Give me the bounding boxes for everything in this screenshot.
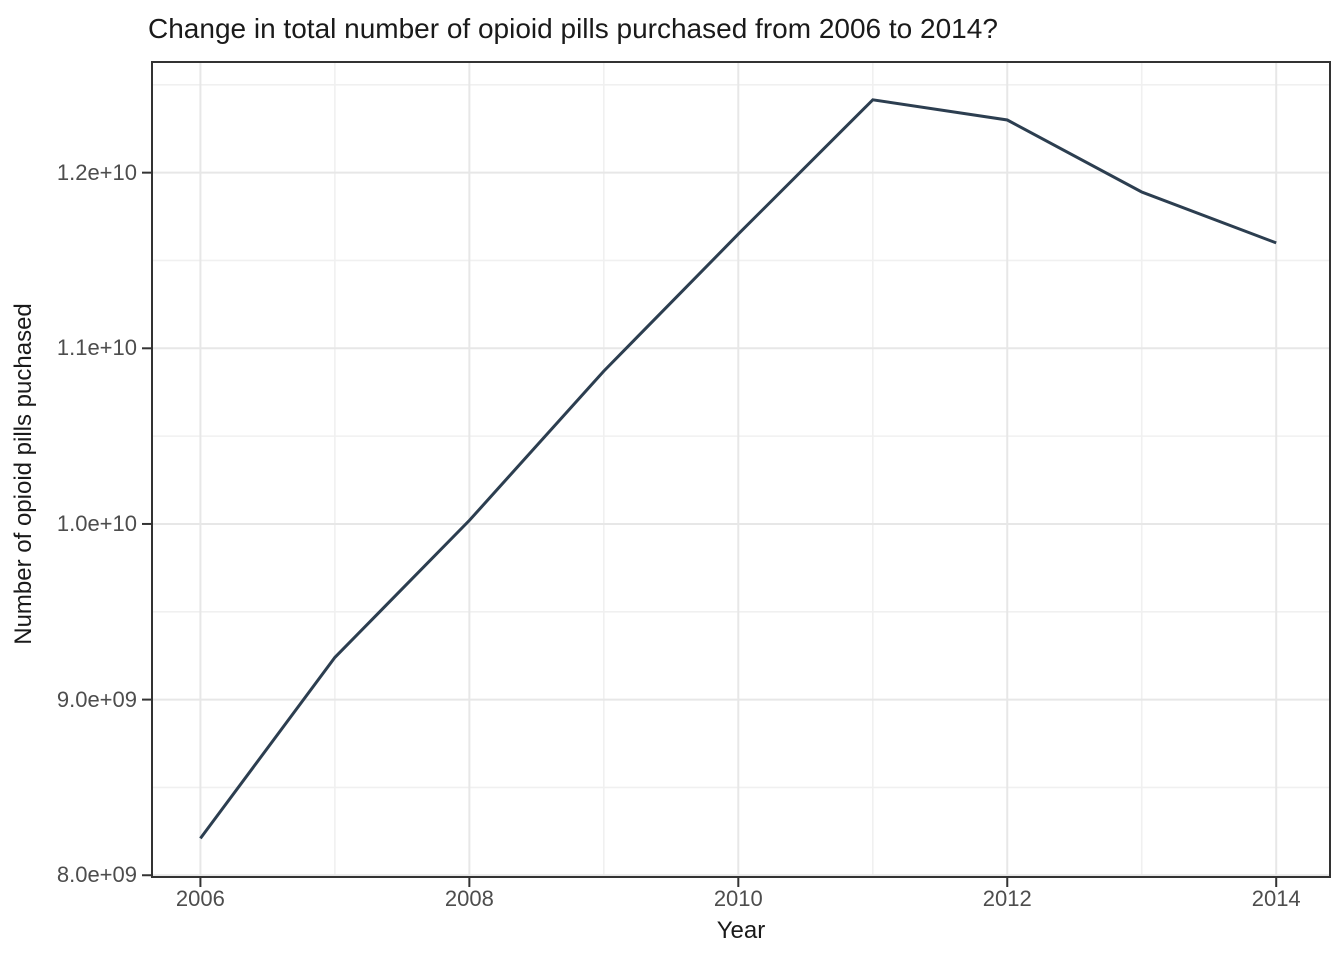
chart-title: Change in total number of opioid pills p…	[148, 13, 998, 44]
y-tick-label: 1.2e+10	[56, 159, 137, 185]
y-tick-label: 8.0e+09	[56, 862, 137, 888]
x-tick-label: 2006	[175, 886, 225, 911]
x-axis-title: Year	[716, 917, 766, 944]
y-tick-label: 1.0e+10	[56, 510, 137, 536]
panel-background	[152, 62, 1330, 877]
x-tick-label: 2014	[1251, 886, 1301, 911]
y-axis-title: Number of opioid pills puchased	[10, 303, 37, 645]
y-tick-label: 1.1e+10	[56, 335, 137, 361]
x-tick-label: 2008	[444, 886, 494, 911]
data-line	[199, 98, 1277, 840]
y-tick-label: 9.0e+09	[56, 686, 137, 712]
x-tick-label: 2010	[713, 886, 763, 911]
panel-border	[151, 61, 1331, 878]
x-tick-label: 2012	[982, 886, 1032, 911]
